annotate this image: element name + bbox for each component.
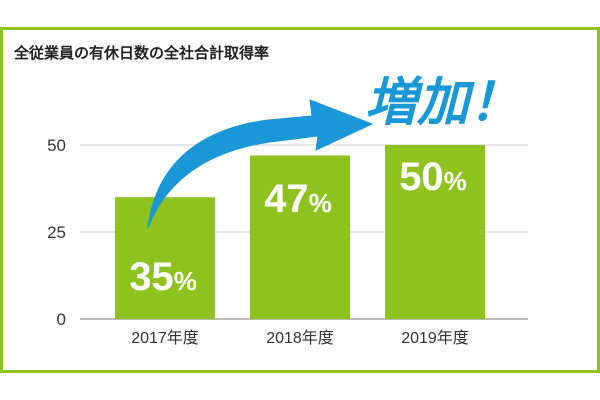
bars xyxy=(115,145,485,319)
bar-2017年度 xyxy=(115,197,215,319)
y-tick-label: 25 xyxy=(47,223,66,242)
annotation: 増加！ xyxy=(365,73,521,133)
data-label: 35% xyxy=(129,255,197,299)
x-axis: 2017年度 2018年度 2019年度 xyxy=(131,329,469,347)
increase-arrow xyxy=(147,99,373,229)
bar-2018年度 xyxy=(250,155,350,319)
x-tick-label: 2018年度 xyxy=(266,329,334,347)
y-axis: 0 25 50 xyxy=(47,136,66,329)
x-tick-label: 2019年度 xyxy=(401,329,469,347)
increase-arrow-shape xyxy=(147,99,373,229)
y-tick-label: 0 xyxy=(57,310,66,329)
y-tick-label: 50 xyxy=(47,136,66,155)
x-tick-label: 2017年度 xyxy=(131,329,199,347)
chart-title: 全従業員の有休日数の全社合計取得率 xyxy=(14,44,270,62)
annotation-text: 増加！ xyxy=(365,73,521,133)
data-label: 50% xyxy=(399,155,467,199)
bar-2019年度 xyxy=(385,145,485,319)
